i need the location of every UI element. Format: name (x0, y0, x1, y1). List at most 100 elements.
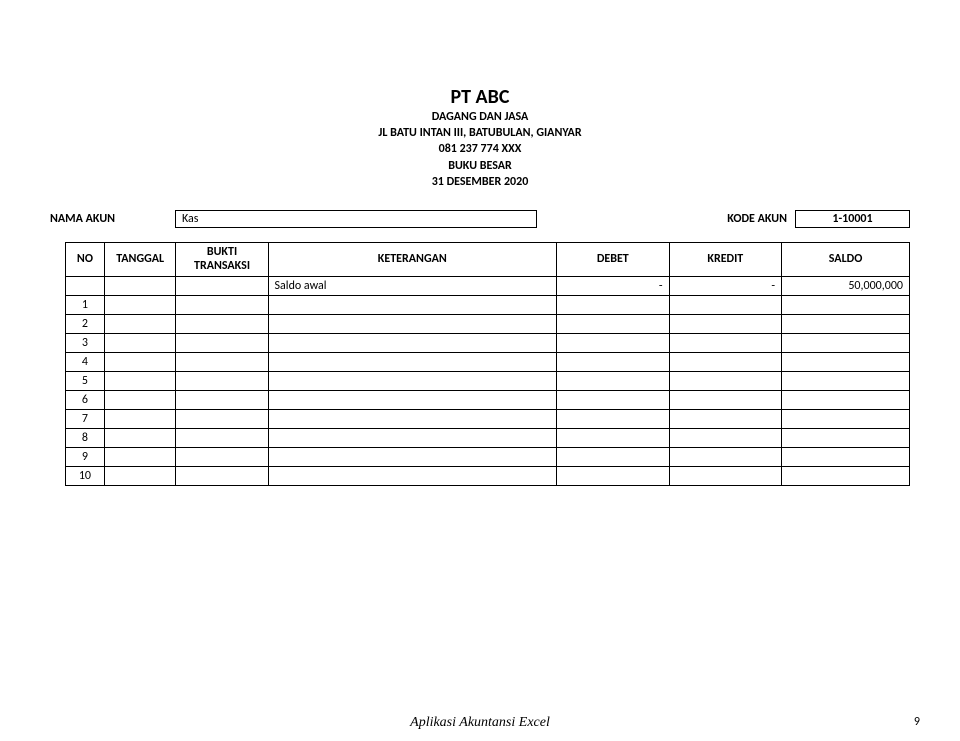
cell-tanggal (104, 333, 176, 352)
account-name-value: Kas (175, 210, 537, 228)
footer-app-title: Aplikasi Akuntansi Excel (0, 715, 960, 731)
cell-tanggal (104, 371, 176, 390)
col-header-saldo: SALDO (782, 242, 910, 276)
cell-tanggal (104, 428, 176, 447)
cell-no: 9 (66, 447, 105, 466)
document-header: PT ABC DAGANG DAN JASA JL BATU INTAN III… (50, 85, 910, 190)
table-row: 1 (66, 295, 910, 314)
cell-bukti (176, 352, 268, 371)
cell-bukti (176, 447, 268, 466)
cell-no: 7 (66, 409, 105, 428)
cell-debet: - (557, 276, 670, 295)
cell-kredit (669, 390, 782, 409)
cell-saldo (782, 295, 910, 314)
opening-balance-row: Saldo awal - - 50,000,000 (66, 276, 910, 295)
cell-debet (557, 447, 670, 466)
cell-debet (557, 428, 670, 447)
cell-keterangan (268, 352, 556, 371)
cell-tanggal (104, 352, 176, 371)
col-header-no: NO (66, 242, 105, 276)
cell-saldo (782, 314, 910, 333)
cell-bukti (176, 466, 268, 485)
cell-saldo (782, 466, 910, 485)
cell-keterangan (268, 409, 556, 428)
cell-debet (557, 333, 670, 352)
header-report-title: BUKU BESAR (50, 158, 910, 174)
cell-bukti (176, 390, 268, 409)
cell-tanggal (104, 390, 176, 409)
cell-tanggal (104, 466, 176, 485)
footer-page-number: 9 (914, 715, 920, 729)
cell-kredit (669, 409, 782, 428)
cell-saldo (782, 428, 910, 447)
cell-kredit (669, 466, 782, 485)
col-header-debet: DEBET (557, 242, 670, 276)
cell-tanggal (104, 276, 176, 295)
cell-kredit (669, 352, 782, 371)
cell-no: 3 (66, 333, 105, 352)
ledger-table-head: NO TANGGAL BUKTI TRANSAKSI KETERANGAN DE… (66, 242, 910, 276)
ledger-page: PT ABC DAGANG DAN JASA JL BATU INTAN III… (0, 0, 960, 486)
cell-no: 5 (66, 371, 105, 390)
cell-keterangan (268, 428, 556, 447)
cell-keterangan (268, 447, 556, 466)
table-row: 6 (66, 390, 910, 409)
table-row: 7 (66, 409, 910, 428)
cell-saldo (782, 333, 910, 352)
cell-bukti (176, 428, 268, 447)
cell-no: 4 (66, 352, 105, 371)
cell-no: 2 (66, 314, 105, 333)
cell-keterangan: Saldo awal (268, 276, 556, 295)
header-report-date: 31 DESEMBER 2020 (50, 174, 910, 190)
cell-no: 8 (66, 428, 105, 447)
cell-keterangan (268, 295, 556, 314)
cell-saldo: 50,000,000 (782, 276, 910, 295)
cell-keterangan (268, 390, 556, 409)
col-header-keterangan: KETERANGAN (268, 242, 556, 276)
header-address: JL BATU INTAN III, BATUBULAN, GIANYAR (50, 125, 910, 141)
cell-bukti (176, 409, 268, 428)
cell-tanggal (104, 447, 176, 466)
cell-kredit (669, 314, 782, 333)
cell-kredit (669, 333, 782, 352)
cell-tanggal (104, 295, 176, 314)
cell-keterangan (268, 466, 556, 485)
cell-saldo (782, 352, 910, 371)
cell-debet (557, 390, 670, 409)
cell-debet (557, 409, 670, 428)
cell-debet (557, 466, 670, 485)
cell-bukti (176, 333, 268, 352)
table-row: 2 (66, 314, 910, 333)
cell-kredit: - (669, 276, 782, 295)
table-row: 9 (66, 447, 910, 466)
cell-saldo (782, 409, 910, 428)
cell-no: 1 (66, 295, 105, 314)
account-name-label: NAMA AKUN (50, 212, 175, 226)
cell-keterangan (268, 314, 556, 333)
table-row: 5 (66, 371, 910, 390)
cell-debet (557, 371, 670, 390)
company-name: PT ABC (50, 85, 910, 109)
table-row: 4 (66, 352, 910, 371)
cell-kredit (669, 428, 782, 447)
table-row: 8 (66, 428, 910, 447)
cell-tanggal (104, 314, 176, 333)
table-row: 3 (66, 333, 910, 352)
cell-kredit (669, 295, 782, 314)
table-row: 10 (66, 466, 910, 485)
header-row: NO TANGGAL BUKTI TRANSAKSI KETERANGAN DE… (66, 242, 910, 276)
cell-no (66, 276, 105, 295)
account-code-value: 1-10001 (795, 210, 910, 228)
cell-kredit (669, 371, 782, 390)
cell-bukti (176, 371, 268, 390)
cell-no: 6 (66, 390, 105, 409)
header-phone: 081 237 774 XXX (50, 141, 910, 157)
ledger-table: NO TANGGAL BUKTI TRANSAKSI KETERANGAN DE… (65, 242, 910, 486)
col-header-tanggal: TANGGAL (104, 242, 176, 276)
cell-debet (557, 295, 670, 314)
account-code-label: KODE AKUN (727, 212, 787, 226)
cell-bukti (176, 276, 268, 295)
col-header-bukti: BUKTI TRANSAKSI (176, 242, 268, 276)
cell-bukti (176, 314, 268, 333)
cell-debet (557, 352, 670, 371)
